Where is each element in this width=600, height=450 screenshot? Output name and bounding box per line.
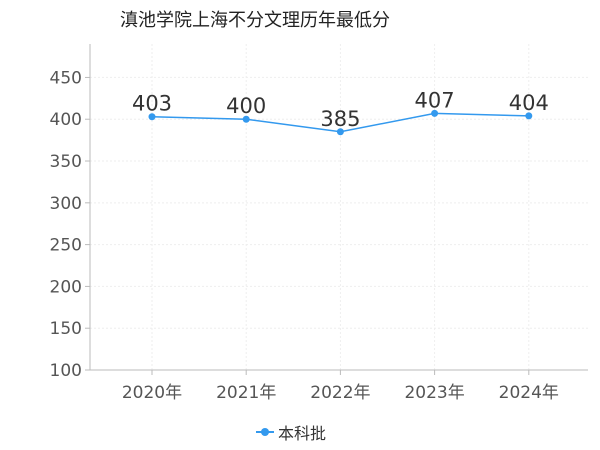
legend[interactable]: 本科批 bbox=[256, 420, 326, 444]
y-tick-label: 250 bbox=[50, 236, 82, 256]
data-point[interactable] bbox=[525, 112, 533, 120]
x-tick-label: 2020年 bbox=[122, 383, 182, 403]
data-labels: 403 400 385 407 404 bbox=[132, 88, 549, 130]
data-label: 403 bbox=[132, 92, 172, 116]
data-label: 400 bbox=[226, 94, 266, 118]
y-tick-label: 200 bbox=[50, 277, 82, 297]
y-tick-label: 350 bbox=[50, 152, 82, 172]
line-chart: 100 150 200 250 300 350 400 450 2020年 2021年 2022年 2… bbox=[50, 44, 588, 403]
x-tick-label: 2024年 bbox=[499, 383, 559, 403]
y-tick-label: 100 bbox=[50, 361, 82, 381]
data-points bbox=[148, 109, 533, 136]
data-label: 404 bbox=[509, 91, 549, 115]
data-point[interactable] bbox=[431, 109, 439, 117]
axes bbox=[85, 44, 588, 375]
y-tick-label: 400 bbox=[50, 110, 82, 130]
data-label: 385 bbox=[320, 107, 360, 131]
x-tick-label: 2023年 bbox=[404, 383, 464, 403]
y-tick-label: 450 bbox=[50, 68, 82, 88]
y-tick-label: 300 bbox=[50, 194, 82, 214]
x-tick-label: 2022年 bbox=[310, 383, 370, 403]
data-point[interactable] bbox=[336, 128, 344, 136]
legend-label: 本科批 bbox=[278, 424, 327, 443]
tick-labels: 100 150 200 250 300 350 400 450 2020年 2021年 2022年 2… bbox=[50, 68, 559, 403]
legend-marker-icon bbox=[256, 426, 274, 438]
data-point[interactable] bbox=[148, 113, 156, 121]
grid-lines bbox=[90, 44, 588, 370]
data-point[interactable] bbox=[242, 115, 250, 123]
x-tick-label: 2021年 bbox=[216, 383, 276, 403]
chart-title: 滇池学院上海不分文理历年最低分 bbox=[120, 10, 390, 31]
data-label: 407 bbox=[415, 88, 455, 112]
y-tick-label: 150 bbox=[50, 319, 82, 339]
